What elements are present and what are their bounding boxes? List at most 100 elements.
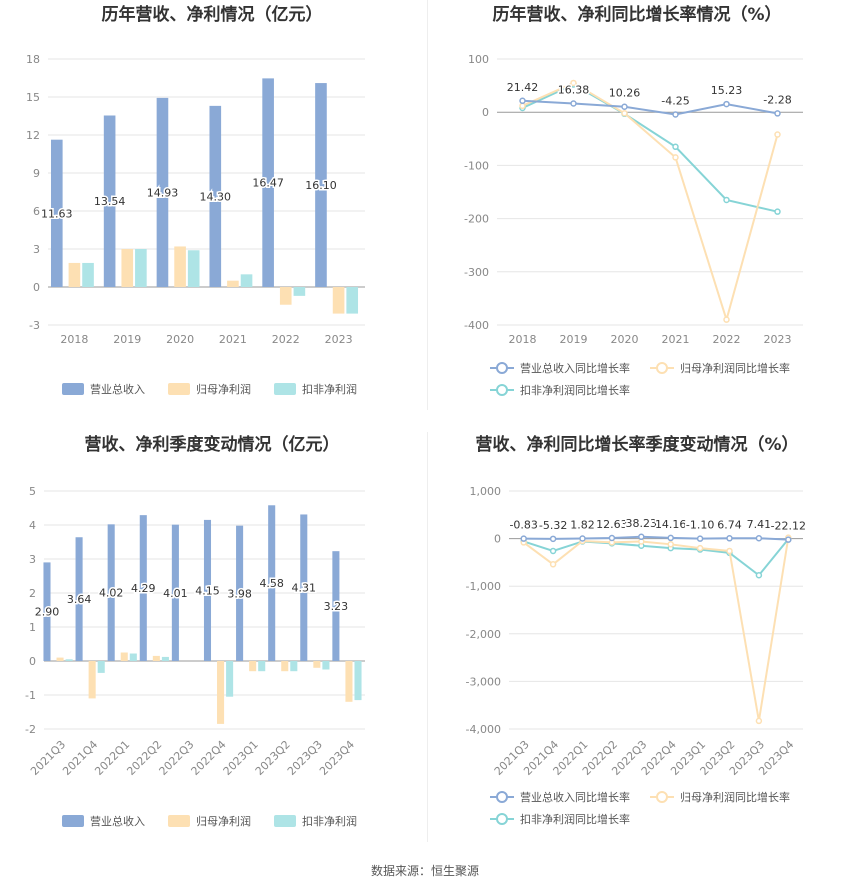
y-tick-label: -200 bbox=[464, 213, 489, 226]
legend-marker bbox=[496, 362, 508, 374]
bar bbox=[68, 262, 81, 287]
bar bbox=[120, 652, 128, 661]
bar bbox=[281, 661, 289, 672]
y-tick-label: 6 bbox=[33, 205, 40, 218]
data-point bbox=[672, 111, 679, 118]
data-point bbox=[579, 535, 586, 542]
legend-label: 营业总收入同比增长率 bbox=[520, 790, 630, 804]
data-point bbox=[774, 110, 781, 117]
bar bbox=[174, 246, 186, 287]
y-tick-label: 0 bbox=[33, 281, 40, 294]
series-line bbox=[522, 81, 779, 324]
bar bbox=[217, 661, 225, 724]
bar bbox=[262, 78, 274, 287]
data-point bbox=[696, 544, 704, 552]
data-label: 3.98 bbox=[227, 587, 252, 600]
data-point bbox=[723, 196, 730, 204]
data-point bbox=[667, 534, 674, 542]
data-label: 4.31 bbox=[292, 582, 317, 595]
quarterly-line-panel: 营收、净利同比增长率季度变动情况（%） -4,000 -3,000 -2,000 -1,… bbox=[425, 430, 850, 860]
y-tick-label: 1,000 bbox=[470, 485, 502, 498]
x-tick-label: 2023Q4 bbox=[317, 738, 357, 778]
legend-label: 扣非净利润 bbox=[302, 382, 357, 396]
data-label: 3.23 bbox=[324, 600, 349, 613]
data-label: 12.63 bbox=[596, 518, 628, 531]
legend-label: 营业总收入 bbox=[90, 814, 145, 828]
bar bbox=[236, 525, 244, 661]
bar bbox=[332, 551, 340, 661]
y-tick-label: 3 bbox=[29, 553, 36, 566]
bar bbox=[65, 659, 73, 661]
annual-bar-panel: 历年营收、净利情况（亿元） -3 0 3 6 9 12 15 18 2018 2019 2020 202… bbox=[0, 0, 425, 430]
annual-growth-line-chart: 历年营收、净利同比增长率情况（%） -400 -300 -200 -100 0 100 201… bbox=[464, 4, 803, 397]
bar bbox=[332, 287, 345, 314]
quarterly-bar-chart: 营收、净利季度变动情况（亿元）-2-10123452021Q32021Q4202… bbox=[25, 434, 365, 828]
chart-title: 历年营收、净利情况（亿元） bbox=[102, 4, 323, 25]
bar bbox=[121, 249, 134, 287]
data-point bbox=[755, 717, 763, 725]
y-tick-label: -1 bbox=[25, 689, 36, 702]
data-label: -2.28 bbox=[763, 93, 791, 106]
bar bbox=[300, 514, 308, 661]
bar bbox=[135, 249, 147, 287]
data-point bbox=[726, 547, 733, 555]
bar bbox=[88, 661, 96, 699]
annual-bar-chart: 历年营收、净利情况（亿元） -3 0 3 6 9 12 15 18 2018 2019 2020 202… bbox=[26, 4, 365, 396]
legend-label: 营业总收入同比增长率 bbox=[520, 361, 630, 375]
bar bbox=[227, 280, 239, 287]
bar bbox=[346, 287, 359, 314]
legend-label: 归母净利润同比增长率 bbox=[680, 361, 790, 375]
data-label: 14.16 bbox=[655, 518, 687, 531]
data-label: 4.02 bbox=[99, 587, 124, 600]
bar bbox=[226, 661, 234, 697]
data-label: 10.26 bbox=[609, 87, 641, 100]
bar bbox=[82, 262, 94, 287]
divider bbox=[427, 432, 428, 842]
data-label: 4.15 bbox=[195, 584, 220, 597]
data-point bbox=[608, 534, 616, 542]
x-tick-label: 2018 bbox=[509, 333, 537, 346]
y-tick-label: -400 bbox=[464, 319, 489, 332]
series-line bbox=[523, 535, 789, 541]
data-label: 3.64 bbox=[67, 593, 92, 606]
bar bbox=[171, 524, 179, 661]
chart-title: 历年营收、净利同比增长率情况（%） bbox=[492, 4, 781, 25]
legend-marker bbox=[656, 791, 668, 803]
legend-label: 扣非净利润同比增长率 bbox=[520, 383, 630, 397]
legend-swatch bbox=[168, 383, 190, 395]
y-tick-label: 12 bbox=[26, 129, 40, 142]
data-label: 15.23 bbox=[711, 84, 743, 97]
divider bbox=[427, 0, 428, 410]
y-tick-label: 18 bbox=[26, 53, 40, 66]
bar bbox=[97, 661, 105, 673]
series-line bbox=[523, 537, 790, 722]
legend-swatch bbox=[274, 815, 296, 827]
y-tick-label: 4 bbox=[29, 519, 36, 532]
data-point bbox=[549, 535, 557, 543]
y-tick-label: 0 bbox=[494, 533, 501, 546]
y-tick-label: 3 bbox=[33, 243, 40, 256]
data-label: 16.38 bbox=[558, 83, 590, 96]
bar bbox=[279, 287, 292, 305]
bar bbox=[139, 515, 147, 661]
x-tick-label: 2019 bbox=[113, 333, 141, 346]
bar bbox=[43, 562, 51, 661]
data-point bbox=[570, 79, 577, 87]
y-tick-label: 0 bbox=[29, 655, 36, 668]
data-point bbox=[726, 535, 733, 542]
annual-line-panel: 历年营收、净利同比增长率情况（%） -400 -300 -200 -100 0 100 201… bbox=[425, 0, 850, 430]
data-point bbox=[723, 100, 730, 108]
y-tick-label: 15 bbox=[26, 91, 40, 104]
x-tick-label: 2021 bbox=[219, 333, 247, 346]
data-point bbox=[755, 572, 763, 579]
data-label: 14.30 bbox=[200, 190, 232, 203]
y-tick-label: -1,000 bbox=[466, 580, 501, 593]
bar bbox=[75, 537, 83, 661]
x-tick-label: 2019 bbox=[560, 333, 588, 346]
data-label: 38.23 bbox=[626, 517, 658, 530]
y-tick-label: -300 bbox=[464, 266, 489, 279]
bar bbox=[315, 83, 327, 287]
bar bbox=[203, 519, 212, 661]
legend-marker bbox=[496, 791, 508, 803]
x-tick-label: 2022 bbox=[713, 333, 741, 346]
